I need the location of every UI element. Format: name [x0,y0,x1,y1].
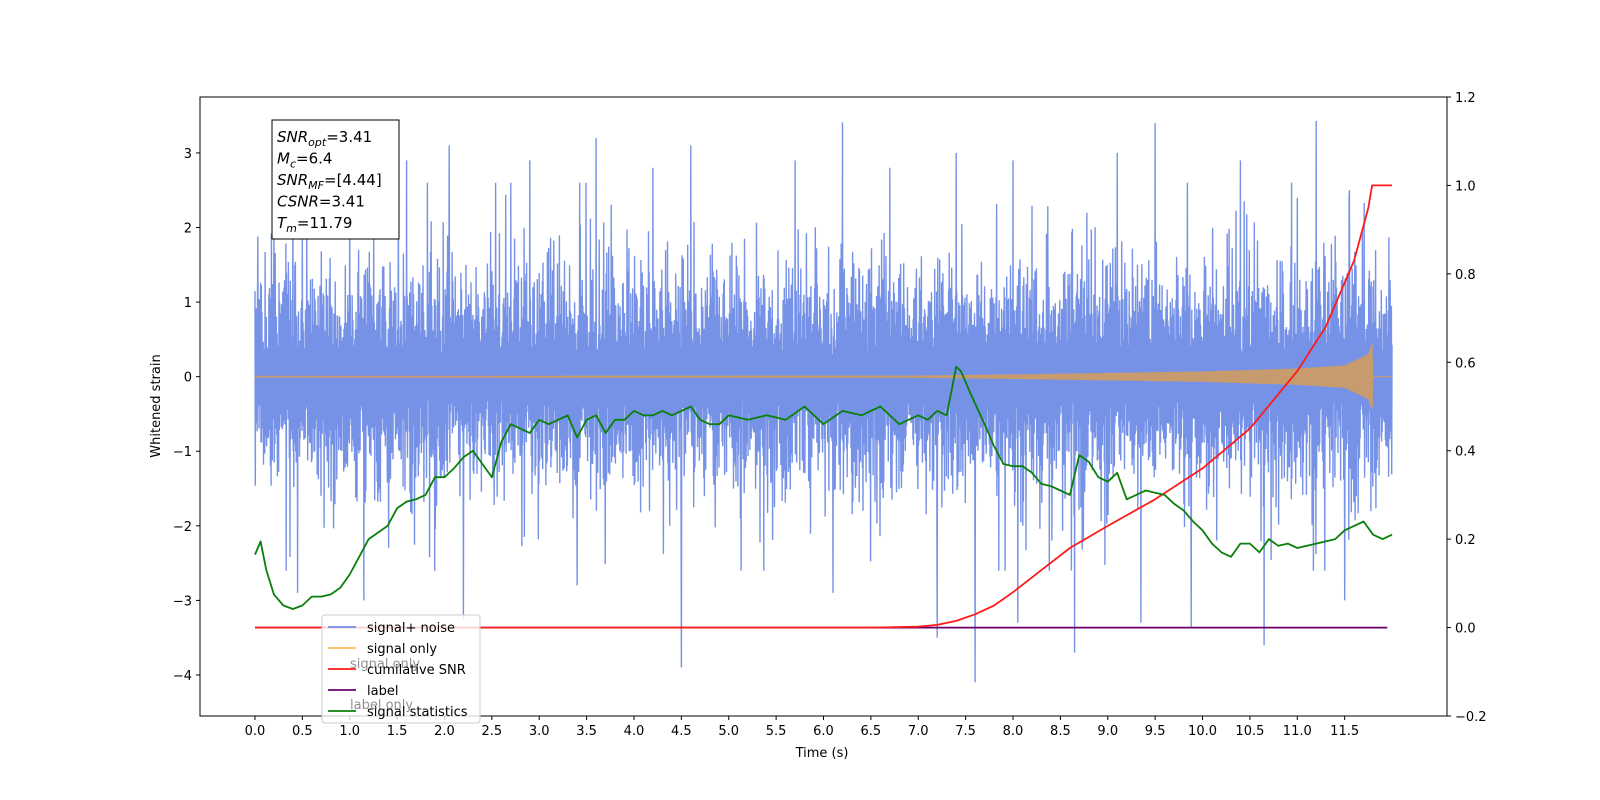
x-tick-label: 10.0 [1188,724,1217,739]
x-tick-label: 10.5 [1235,724,1264,739]
stats-box-frame [271,119,400,240]
y2-tick-label: 0.8 [1455,268,1476,283]
x-tick-label: 9.0 [1097,724,1118,739]
y-tick-label: −2 [173,520,192,535]
stats-line: Tm=11.79 [277,214,352,235]
signal-noise-series [254,120,1393,683]
x-tick-label: 3.0 [529,724,550,739]
y-tick-label: 0 [184,371,192,386]
stats-line: Mc=6.4 [277,150,332,171]
stats-line: SNRMF=[4.44] [277,171,382,192]
legend-label: signal only [367,642,437,657]
x-tick-label: 0.0 [245,724,266,739]
legend-label: signal statistics [367,705,468,720]
x-axis-ticks: 0.0 0.5 1.0 1.5 2.0 2.5 3.0 3.5 4.0 4.5 5.0 5.5 6.0 6… [245,716,1359,739]
signal-noise-line [254,120,1393,683]
y2-tick-label: 0.0 [1455,622,1476,637]
x-tick-label: 8.5 [1050,724,1071,739]
legend-label: signal+ noise [367,621,455,636]
cumulative-snr-line [255,184,1392,629]
y2-tick-label: −0.2 [1455,710,1487,725]
x-tick-label: 5.5 [766,724,787,739]
x-tick-label: 7.0 [908,724,929,739]
stats-line: CSNR=3.41 [277,193,365,211]
y-tick-label: 3 [184,147,192,162]
legend-ghost-label: label only [350,698,413,713]
x-tick-label: 8.0 [1003,724,1024,739]
x-axis-label: Time (s) [795,746,849,761]
x-tick-label: 1.5 [387,724,408,739]
y-tick-label: −3 [173,594,192,609]
stats-line: SNRopt=3.41 [277,128,372,149]
x-tick-label: 7.5 [955,724,976,739]
x-tick-label: 11.0 [1283,724,1312,739]
x-tick-label: 4.5 [671,724,692,739]
x-tick-label: 9.5 [1145,724,1166,739]
x-tick-label: 2.5 [482,724,503,739]
y2-tick-label: 0.2 [1455,533,1476,548]
y-tick-label: −1 [173,445,192,460]
x-tick-label: 2.0 [434,724,455,739]
legend-ghost-label: signal only [350,657,420,672]
y2-tick-label: 0.6 [1455,356,1476,371]
y2-tick-label: 1.2 [1455,91,1476,106]
legend-ghost-text: signal only label only [350,657,420,713]
x-tick-label: 1.0 [339,724,360,739]
x-tick-label: 0.5 [292,724,313,739]
x-tick-label: 3.5 [576,724,597,739]
y-tick-label: 1 [184,296,192,311]
legend-label: cumilative SNR [367,663,466,678]
x-tick-label: 11.5 [1330,724,1359,739]
x-tick-label: 5.0 [718,724,739,739]
x-tick-label: 6.0 [813,724,834,739]
y2-tick-label: 0.4 [1455,445,1476,460]
x-tick-label: 4.0 [624,724,645,739]
y-axis-ticks: −4 −3 −2 −1 0 1 2 3 [173,147,200,684]
signal-only-line [254,343,1392,409]
y-axis-label: Whitened strain [149,354,164,457]
x-tick-label: 6.5 [861,724,882,739]
legend-label: label [367,684,398,699]
legend-frame [321,614,481,724]
y2-axis-ticks: −0.2 0.0 0.2 0.4 0.6 0.8 1.0 1.2 [1447,91,1487,725]
signal-only-series [254,343,1392,409]
y-tick-label: −4 [173,669,192,684]
y2-tick-label: 1.0 [1455,179,1476,194]
legend: signal only label only signal+ noise signa… [321,614,481,724]
signal-statistics-line [254,365,1393,610]
y-tick-label: 2 [184,222,192,237]
